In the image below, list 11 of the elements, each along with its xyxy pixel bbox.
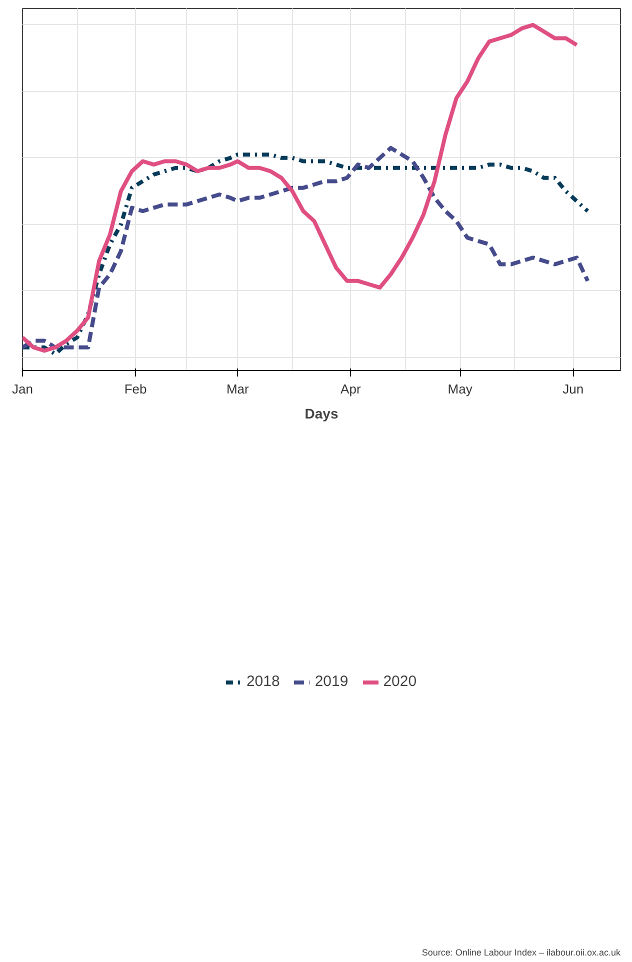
legend-label: 2020 bbox=[383, 673, 417, 690]
x-tick-label: Feb bbox=[124, 382, 147, 396]
x-tick-label: Apr bbox=[340, 382, 362, 396]
legend-label: 2019 bbox=[314, 673, 348, 690]
x-axis-title: Days bbox=[304, 406, 338, 422]
x-tick-label: Jun bbox=[562, 382, 584, 396]
x-tick-label: May bbox=[448, 382, 473, 396]
x-tick-label: Mar bbox=[226, 382, 250, 396]
source-note: Source: Online Labour Index – ilabour.oii.ox.ac.uk bbox=[422, 948, 621, 958]
x-tick-label: Jan bbox=[12, 382, 33, 396]
legend-label: 2018 bbox=[246, 673, 280, 690]
